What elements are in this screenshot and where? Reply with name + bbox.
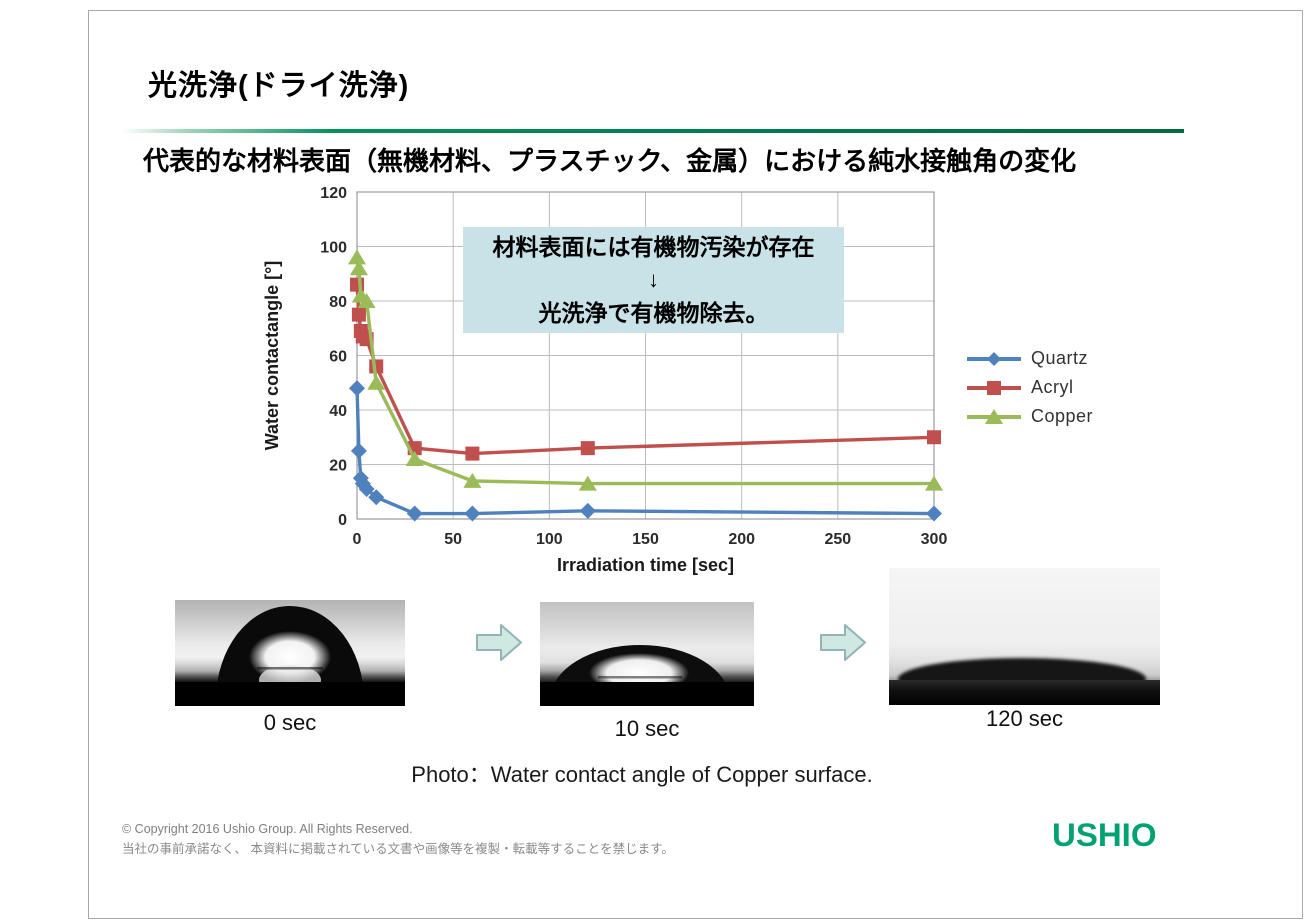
annotation-line1: 材料表面には有機物汚染が存在	[492, 234, 815, 260]
svg-text:120: 120	[320, 185, 347, 202]
svg-text:40: 40	[329, 403, 347, 420]
arrow-right-icon	[474, 619, 524, 671]
svg-text:Irradiation time [sec]: Irradiation time [sec]	[557, 555, 734, 575]
svg-text:150: 150	[632, 531, 659, 548]
photo-label-0sec: 0 sec	[263, 710, 317, 735]
legend-label-acryl: Acryl	[1031, 377, 1074, 397]
down-arrow-icon: ↓	[648, 267, 659, 292]
slide-subtitle: 代表的な材料表面（無機材料、プラスチック、金属）における純水接触角の変化	[143, 146, 1077, 176]
droplet-photo-120sec-image	[889, 568, 1160, 705]
svg-text:300: 300	[921, 531, 948, 548]
svg-text:80: 80	[329, 294, 347, 311]
annotation-line2: 光洗浄で有機物除去。	[538, 300, 769, 326]
svg-text:0: 0	[338, 512, 347, 529]
svg-text:200: 200	[728, 531, 755, 548]
footer-notice: 当社の事前承諾なく、 本資料に掲載されている文書や画像等を複製・転載等することを…	[122, 842, 674, 856]
page-title: 光洗浄(ドライ洗浄)	[148, 70, 410, 102]
annotation-box: 材料表面には有機物汚染が存在 ↓ 光洗浄で有機物除去。	[463, 227, 844, 333]
droplet-photo-0sec-image	[175, 600, 405, 706]
chart-legend: Quartz Acryl Copper	[966, 347, 1093, 428]
footer-copyright: © Copyright 2016 Ushio Group. All Rights…	[122, 822, 413, 836]
svg-text:0: 0	[353, 531, 362, 548]
droplet-photo-10sec	[540, 602, 754, 706]
ushio-logo: USHIO	[1052, 816, 1157, 853]
legend-label-copper: Copper	[1031, 406, 1094, 426]
legend-item-quartz: Quartz	[966, 347, 1093, 370]
photo-caption: Photo：Water contact angle of Copper surf…	[411, 762, 873, 787]
svg-text:100: 100	[320, 240, 347, 257]
title-underline-rule	[122, 129, 1184, 133]
svg-text:250: 250	[824, 531, 851, 548]
legend-marker-copper-icon	[967, 408, 1021, 424]
svg-text:100: 100	[536, 531, 563, 548]
photo-label-10sec: 10 sec	[614, 716, 680, 741]
droplet-photo-10sec-image	[540, 602, 754, 706]
droplet-photo-120sec	[889, 568, 1160, 705]
svg-text:Water contactangle [°]: Water contactangle [°]	[262, 261, 282, 451]
legend-item-copper: Copper	[966, 405, 1093, 428]
legend-label-quartz: Quartz	[1031, 348, 1089, 368]
photo-label-120sec: 120 sec	[985, 706, 1064, 731]
svg-text:20: 20	[329, 458, 347, 475]
svg-text:50: 50	[444, 531, 462, 548]
legend-marker-acryl-icon	[967, 380, 1021, 395]
legend-item-acryl: Acryl	[966, 376, 1093, 399]
svg-text:60: 60	[329, 349, 347, 366]
droplet-photo-0sec	[175, 600, 405, 706]
legend-marker-quartz-icon	[967, 351, 1021, 366]
arrow-right-icon-2	[818, 619, 868, 671]
